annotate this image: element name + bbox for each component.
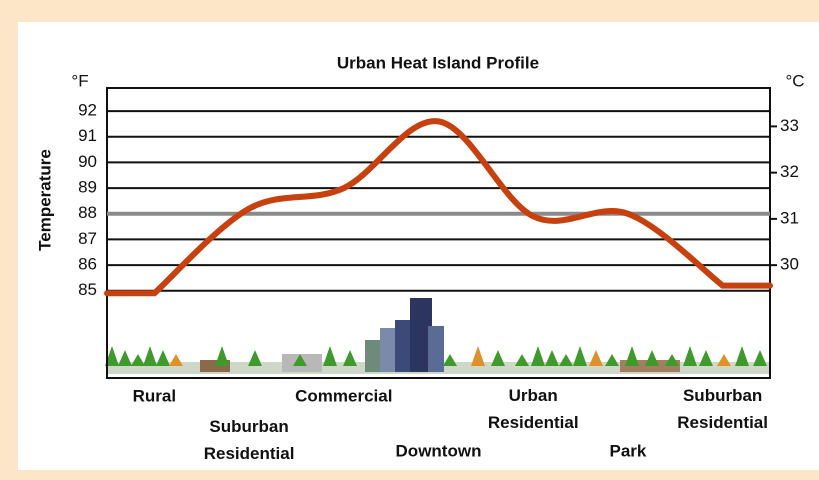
building xyxy=(428,326,444,372)
y-tick-label: 88 xyxy=(78,203,97,222)
y2-unit: °C xyxy=(785,71,804,90)
y2-tick-label: 32 xyxy=(780,162,799,181)
y-tick-label: 89 xyxy=(78,178,97,197)
chart: Urban Heat Island Profile °F °C Temperat… xyxy=(0,0,819,480)
x-tick-label: Commercial xyxy=(295,386,392,405)
x-tick-label: Rural xyxy=(133,386,176,405)
y-tick-label: 90 xyxy=(78,152,97,171)
y2-tick-label: 33 xyxy=(780,116,799,135)
y-axis-label: Temperature xyxy=(35,149,54,251)
building xyxy=(395,320,411,372)
y-unit: °F xyxy=(71,71,88,90)
x-tick-label: Downtown xyxy=(396,441,482,460)
x-tick-label: Park xyxy=(609,441,646,460)
y-tick-label: 87 xyxy=(78,229,97,248)
y-tick-label: 85 xyxy=(78,280,97,299)
chart-title: Urban Heat Island Profile xyxy=(337,53,539,72)
y2-tick-label: 31 xyxy=(780,208,799,227)
y2-tick-label: 30 xyxy=(780,255,799,274)
y-tick-label: 92 xyxy=(78,101,97,120)
y-tick-label: 91 xyxy=(78,126,97,145)
y-tick-label: 86 xyxy=(78,255,97,274)
page: Urban Heat Island Profile °F °C Temperat… xyxy=(0,0,819,480)
